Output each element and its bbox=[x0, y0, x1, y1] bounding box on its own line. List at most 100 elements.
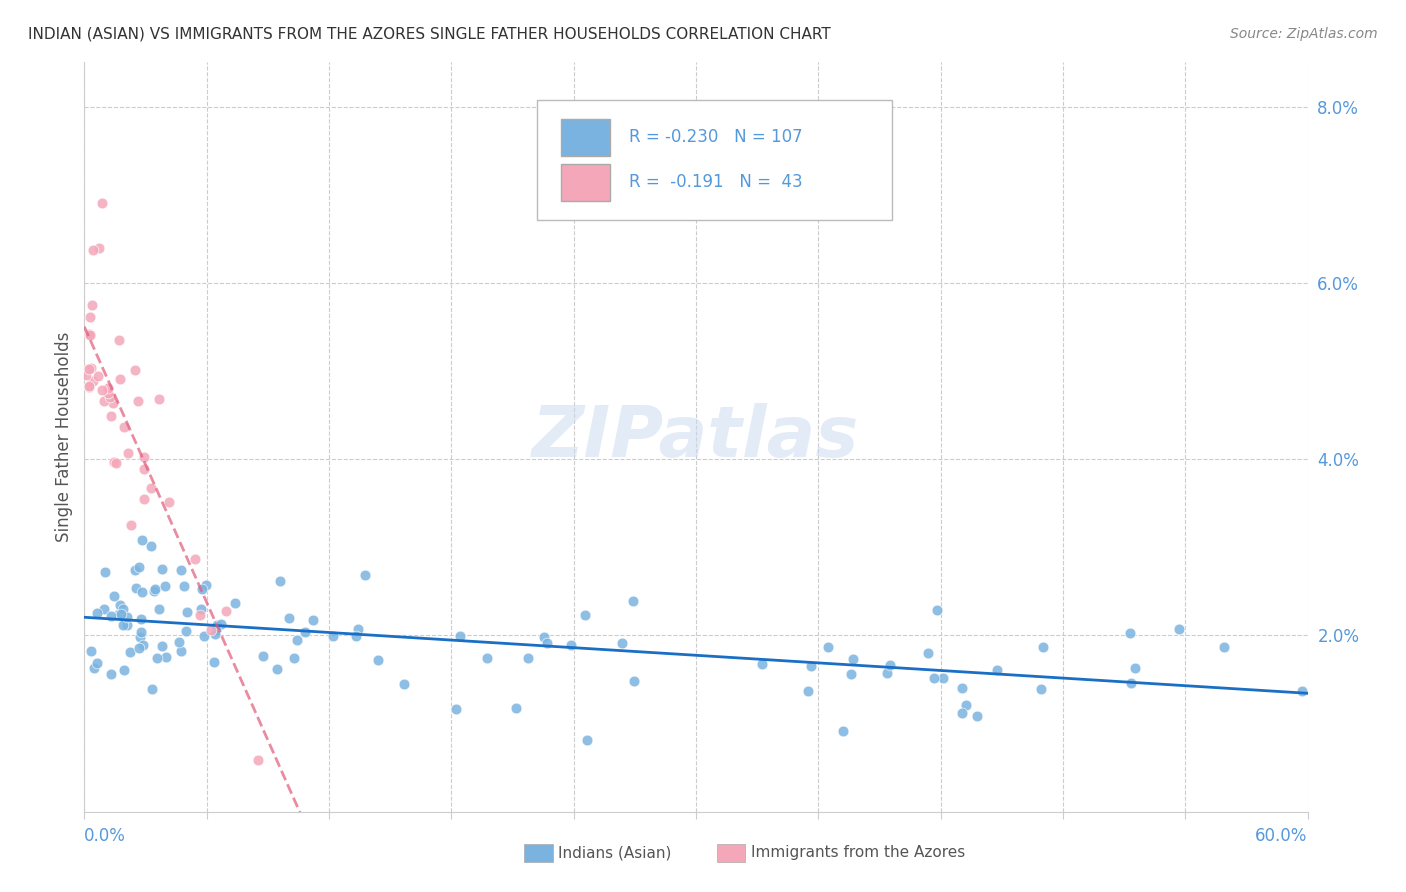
Point bbox=[246, 754, 269, 768]
Point bbox=[150, 640, 173, 654]
Point bbox=[347, 623, 370, 637]
Point bbox=[224, 596, 246, 610]
Bar bbox=[717, 844, 745, 862]
Point bbox=[86, 656, 108, 670]
Point bbox=[517, 651, 540, 665]
Point bbox=[141, 539, 163, 553]
Point bbox=[283, 651, 305, 665]
Point bbox=[128, 559, 150, 574]
Point bbox=[353, 568, 375, 582]
Point bbox=[148, 602, 170, 616]
Point bbox=[278, 610, 301, 624]
Point bbox=[505, 700, 527, 714]
Point bbox=[100, 409, 122, 423]
Point bbox=[108, 372, 131, 386]
Point bbox=[1168, 623, 1191, 637]
Point bbox=[107, 607, 129, 621]
Point bbox=[209, 617, 232, 632]
Point bbox=[800, 659, 823, 673]
Point bbox=[139, 481, 162, 495]
Point bbox=[955, 698, 977, 713]
Point bbox=[103, 455, 125, 469]
Point bbox=[127, 394, 149, 409]
Text: Indians (Asian): Indians (Asian) bbox=[558, 846, 672, 860]
Point bbox=[176, 605, 198, 619]
Point bbox=[876, 665, 898, 680]
Point bbox=[132, 638, 155, 652]
Point bbox=[1031, 682, 1053, 697]
Point bbox=[193, 629, 215, 643]
Point bbox=[131, 585, 153, 599]
Point bbox=[612, 636, 634, 650]
Point bbox=[132, 491, 155, 506]
Point bbox=[986, 663, 1008, 677]
Point bbox=[204, 623, 226, 637]
Point bbox=[115, 610, 138, 624]
Point bbox=[950, 706, 973, 721]
Point bbox=[83, 661, 105, 675]
Point bbox=[184, 551, 207, 566]
Point bbox=[170, 563, 193, 577]
Point bbox=[129, 612, 152, 626]
Y-axis label: Single Father Households: Single Father Households bbox=[55, 332, 73, 542]
Point bbox=[79, 310, 101, 324]
Bar bbox=[524, 844, 553, 862]
Point bbox=[252, 649, 274, 664]
Point bbox=[94, 565, 117, 579]
Point bbox=[125, 581, 148, 595]
Point bbox=[124, 563, 146, 577]
Point bbox=[79, 327, 101, 342]
Point bbox=[150, 562, 173, 576]
Point bbox=[266, 662, 288, 676]
Point bbox=[148, 392, 170, 406]
Point bbox=[79, 327, 101, 342]
Point bbox=[141, 681, 163, 696]
Point bbox=[301, 613, 323, 627]
Point bbox=[100, 667, 122, 681]
Point bbox=[131, 533, 153, 548]
Point bbox=[207, 618, 229, 632]
Point bbox=[100, 608, 122, 623]
Text: Immigrants from the Azores: Immigrants from the Azores bbox=[751, 846, 965, 860]
Point bbox=[392, 677, 415, 691]
Text: 60.0%: 60.0% bbox=[1256, 827, 1308, 845]
Point bbox=[111, 617, 134, 632]
Point bbox=[120, 518, 142, 533]
Point bbox=[167, 635, 190, 649]
Point bbox=[132, 462, 155, 476]
Point bbox=[1119, 626, 1142, 640]
Point bbox=[108, 333, 131, 347]
Point bbox=[215, 603, 238, 617]
Point bbox=[80, 361, 103, 376]
Point bbox=[120, 645, 142, 659]
Point bbox=[842, 652, 865, 666]
Text: R =  -0.191   N =  43: R = -0.191 N = 43 bbox=[628, 173, 803, 191]
Point bbox=[1291, 683, 1313, 698]
Point bbox=[202, 655, 225, 669]
Point bbox=[155, 649, 177, 664]
Text: ZIPatlas: ZIPatlas bbox=[533, 402, 859, 472]
Point bbox=[77, 380, 100, 394]
Text: R = -0.230   N = 107: R = -0.230 N = 107 bbox=[628, 128, 803, 146]
Point bbox=[932, 671, 955, 685]
Point bbox=[367, 653, 389, 667]
Point bbox=[82, 243, 104, 257]
Point bbox=[797, 684, 820, 698]
Point bbox=[917, 646, 939, 660]
Point bbox=[101, 396, 124, 410]
Point bbox=[446, 702, 468, 716]
Bar bbox=[561, 119, 610, 156]
Point bbox=[86, 606, 108, 620]
Point bbox=[90, 383, 112, 397]
Point bbox=[1119, 676, 1142, 690]
Point bbox=[475, 651, 498, 665]
Point bbox=[108, 598, 131, 612]
Point bbox=[322, 629, 344, 643]
Point bbox=[128, 640, 150, 655]
Point bbox=[157, 495, 180, 509]
Point bbox=[922, 671, 945, 685]
Point bbox=[110, 607, 132, 622]
Point bbox=[1125, 661, 1147, 675]
Point bbox=[87, 368, 110, 383]
Point bbox=[574, 608, 596, 623]
